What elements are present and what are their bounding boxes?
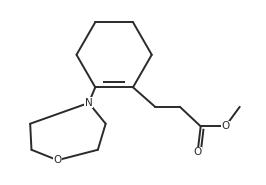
Text: O: O [193,147,202,157]
Text: O: O [53,155,62,165]
Text: N: N [85,98,93,108]
Text: O: O [221,121,230,131]
